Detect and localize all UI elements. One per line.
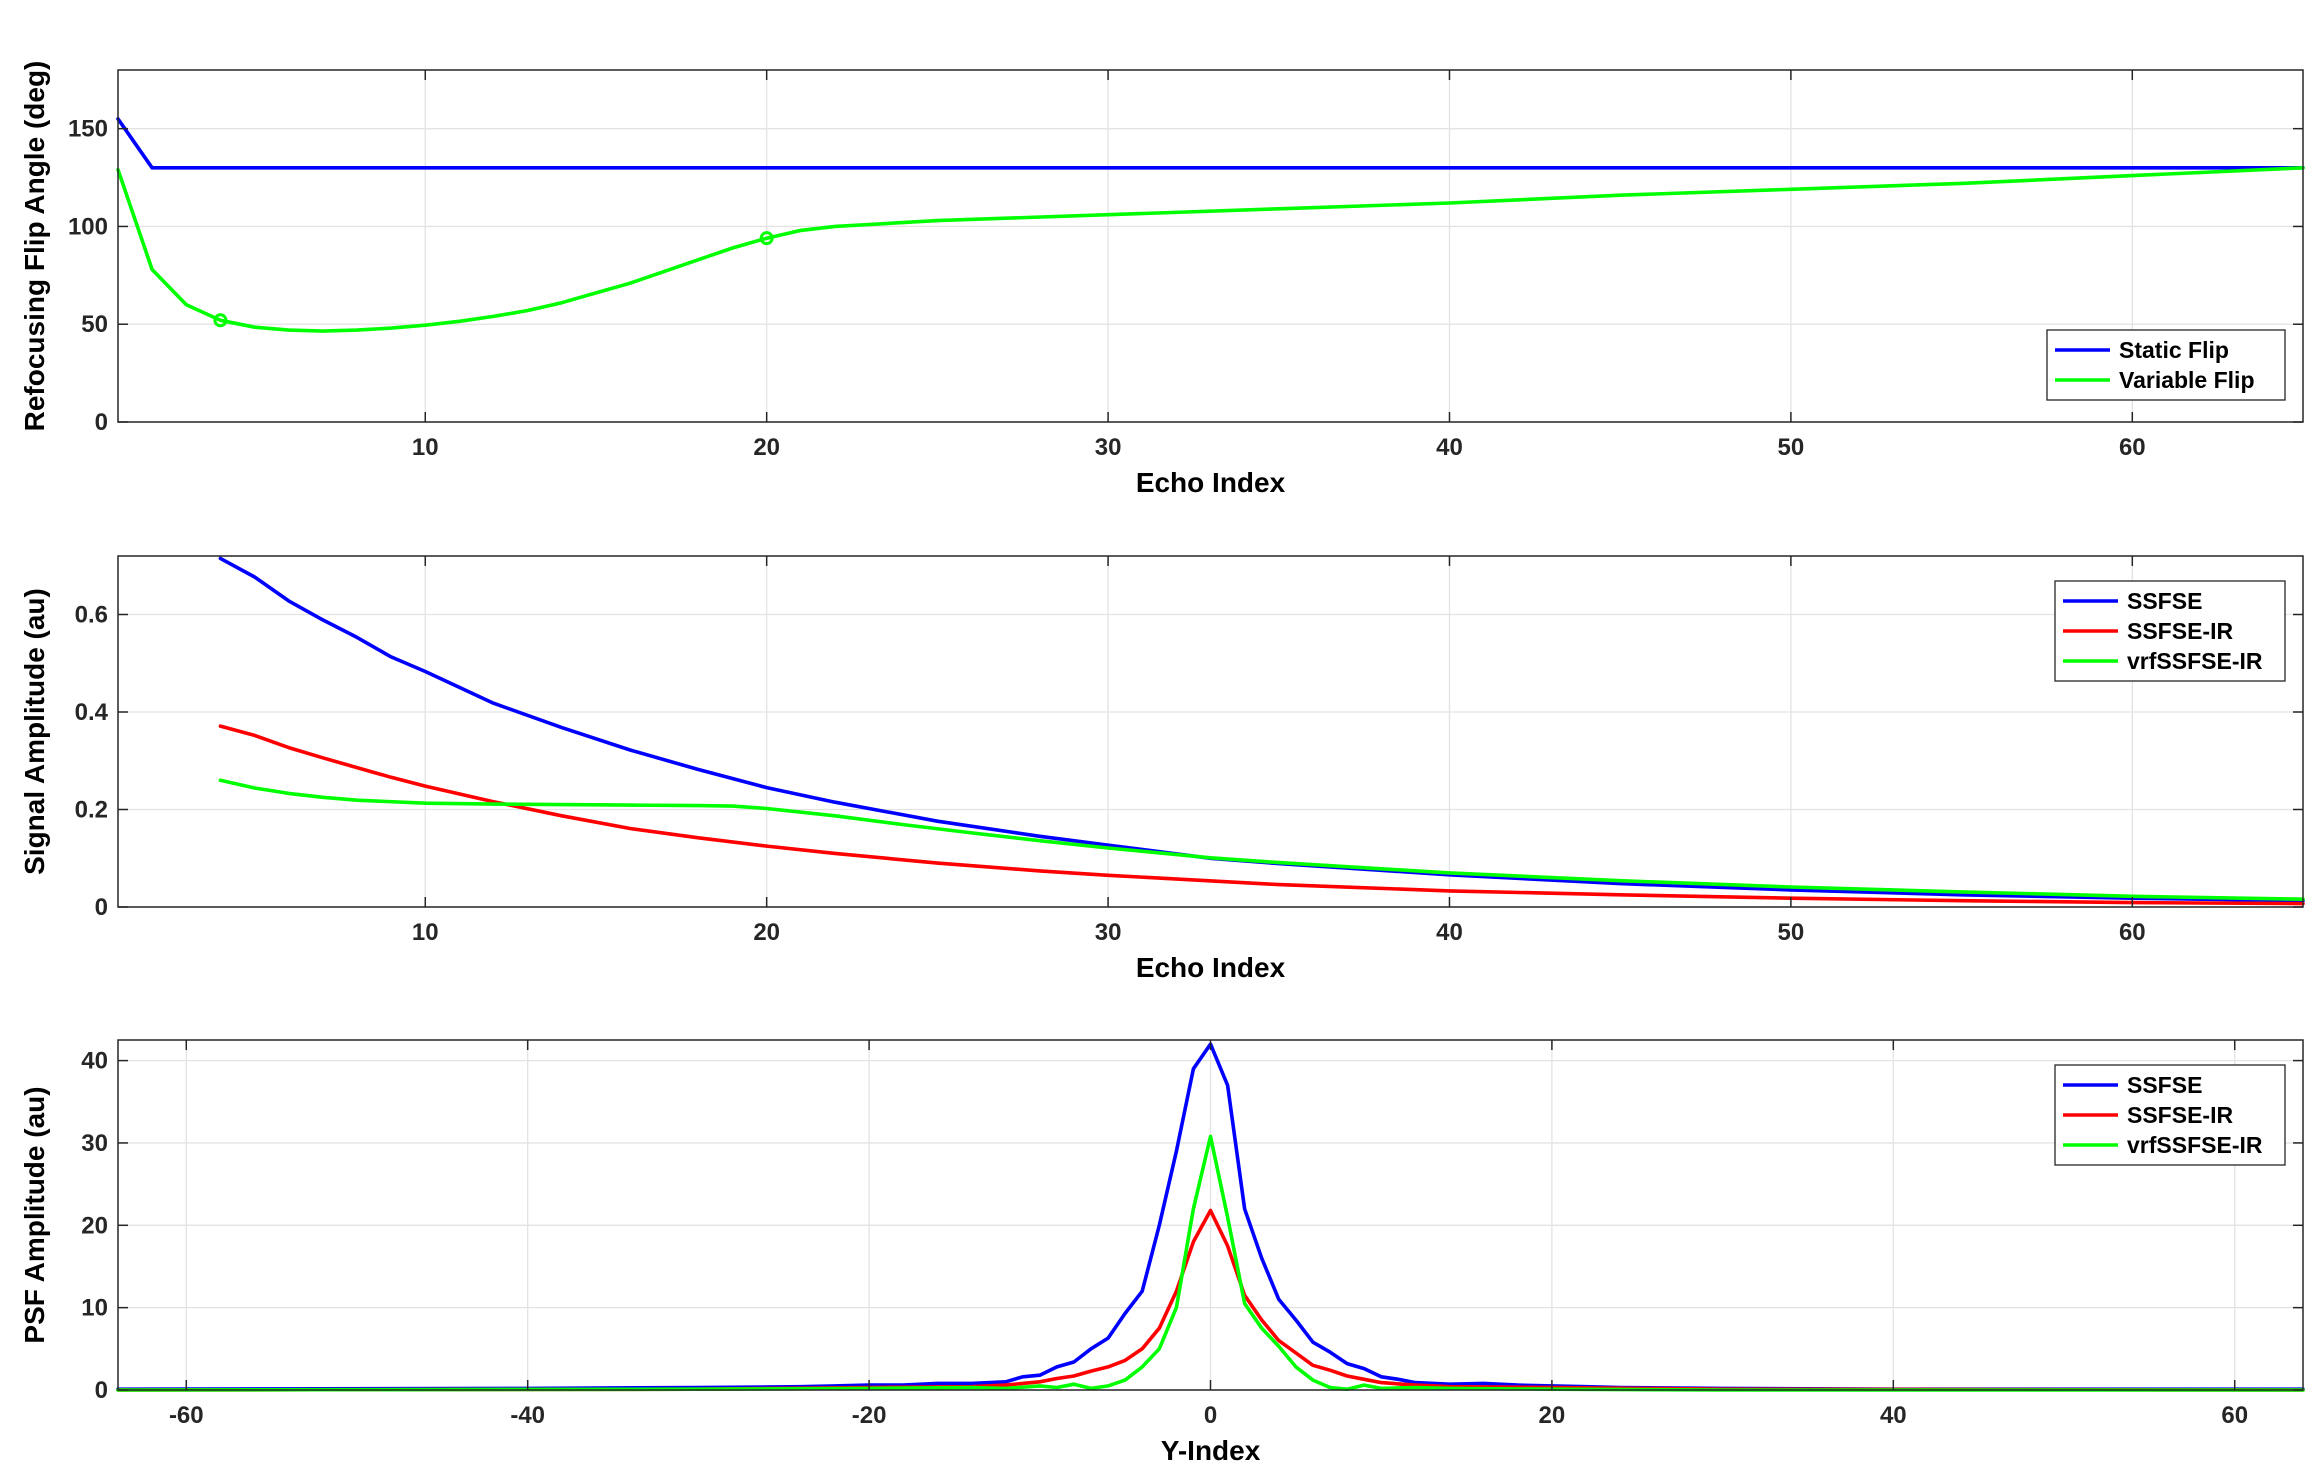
data-marker	[213, 313, 228, 328]
x-tick-label: 60	[2221, 1402, 2248, 1429]
x-tick-label: 40	[1436, 434, 1463, 461]
series-line-static-flip	[116, 117, 2305, 170]
x-tick-label: 20	[753, 434, 780, 461]
x-tick-label: 10	[412, 434, 439, 461]
legend-label-variable-flip: Variable Flip	[2119, 367, 2255, 393]
legend-label-vrfssfse-ir: vrfSSFSE-IR	[2127, 648, 2263, 674]
legend-label-vrfssfse-ir: vrfSSFSE-IR	[2127, 1132, 2263, 1158]
x-tick-label: 30	[1095, 919, 1122, 946]
x-tick-label: 0	[1204, 1402, 1217, 1429]
y-tick-label: 0	[95, 894, 108, 921]
x-tick-label: 40	[1880, 1402, 1907, 1429]
legend-label-ssfse: SSFSE	[2127, 1072, 2202, 1098]
y-axis-label: PSF Amplitude (au)	[19, 1086, 50, 1343]
signal-amplitude-panel: 10 20 30 40 50 60 0 0.2 0.4 0.6 Echo Index Signal A…	[19, 555, 2305, 983]
y-tick-label: 10	[81, 1295, 108, 1322]
legend: SSFSE SSFSE-IR vrfSSFSE-IR	[2054, 1064, 2286, 1166]
axes-box	[117, 69, 2304, 423]
legend: Static Flip Variable Flip	[2046, 329, 2286, 401]
y-tick-label: 30	[81, 1130, 108, 1157]
axes-box	[117, 555, 2304, 908]
series-line-vrfssfse-ir	[116, 1134, 2305, 1392]
y-tick-label: 0	[95, 409, 108, 436]
plot-area	[118, 70, 2303, 422]
series-line-ssfse-ir	[116, 1208, 2305, 1392]
y-tick-label: 0.2	[75, 797, 108, 824]
plot-area	[118, 556, 2303, 907]
series-line-ssfse-ir	[218, 724, 2305, 906]
legend: SSFSE SSFSE-IR vrfSSFSE-IR	[2054, 580, 2286, 682]
y-tick-label: 100	[68, 213, 108, 240]
x-axis-label: Echo Index	[1136, 952, 1286, 983]
x-tick-label: 60	[2119, 434, 2146, 461]
y-tick-label: 20	[81, 1212, 108, 1239]
y-axis-label: Signal Amplitude (au)	[19, 588, 50, 875]
legend-label-static-flip: Static Flip	[2119, 337, 2229, 363]
series-line-vrfssfse-ir	[218, 778, 2305, 902]
x-tick-label: -60	[169, 1402, 204, 1429]
y-tick-label: 50	[81, 311, 108, 338]
y-tick-label: 0.4	[75, 699, 109, 726]
x-tick-label: 60	[2119, 919, 2146, 946]
legend-label-ssfse-ir: SSFSE-IR	[2127, 1102, 2233, 1128]
x-tick-label: 20	[1539, 1402, 1566, 1429]
data-marker	[759, 231, 774, 246]
x-tick-label: 50	[1778, 434, 1805, 461]
x-tick-label: 10	[412, 919, 439, 946]
legend-label-ssfse-ir: SSFSE-IR	[2127, 618, 2233, 644]
x-axis-label: Echo Index	[1136, 467, 1286, 498]
x-axis-label: Y-Index	[1161, 1435, 1261, 1466]
flip-angle-panel: 10 20 30 40 50 60 0 50 100 150 Echo Index Refocusin…	[19, 61, 2305, 498]
psf-amplitude-panel: -60 -40 -20 0 20 40 60 0 10 20 30 40 Y-Index PSF Ampl…	[19, 1039, 2305, 1466]
x-tick-label: -20	[852, 1402, 887, 1429]
y-axis-label: Refocusing Flip Angle (deg)	[19, 61, 50, 432]
y-tick-label: 0	[95, 1377, 108, 1404]
x-tick-label: 50	[1778, 919, 1805, 946]
x-tick-label: -40	[510, 1402, 545, 1429]
series-line-variable-flip	[116, 166, 2305, 333]
x-tick-label: 30	[1095, 434, 1122, 461]
legend-box	[2046, 329, 2286, 401]
y-tick-label: 150	[68, 116, 108, 143]
x-tick-label: 20	[753, 919, 780, 946]
y-tick-label: 0.6	[75, 602, 108, 629]
y-tick-label: 40	[81, 1048, 108, 1075]
legend-label-ssfse: SSFSE	[2127, 588, 2202, 614]
series-line-ssfse	[218, 556, 2305, 903]
x-tick-label: 40	[1436, 919, 1463, 946]
